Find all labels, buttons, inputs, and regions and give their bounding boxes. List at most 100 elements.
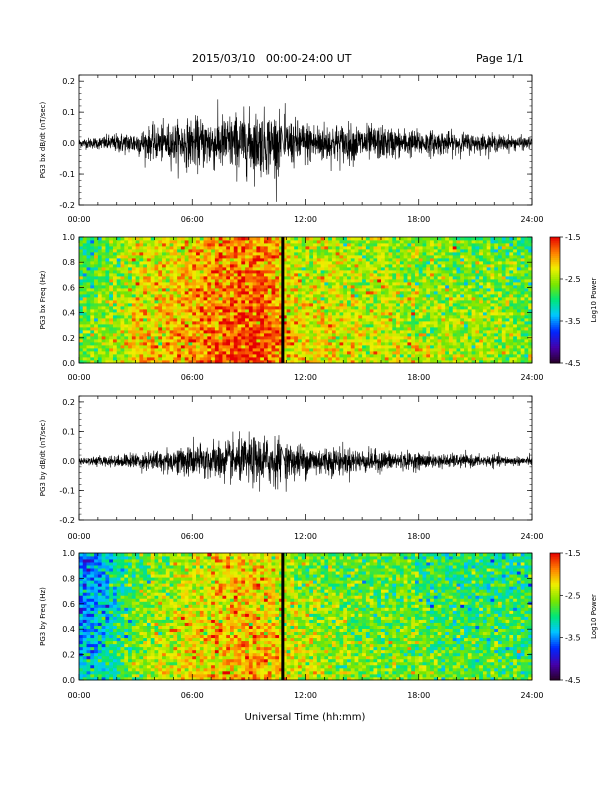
spectrogram-cell xyxy=(509,345,514,349)
spectrogram-cell xyxy=(222,354,227,358)
spectrogram-cell xyxy=(101,276,106,280)
spectrogram-cell xyxy=(241,297,246,301)
spectrogram-cell xyxy=(335,297,340,301)
spectrogram-cell xyxy=(365,297,371,301)
spectrogram-cell xyxy=(109,309,114,313)
spectrogram-cell xyxy=(192,264,197,268)
spectrogram-cell xyxy=(252,273,257,277)
spectrogram-cell xyxy=(143,288,148,292)
spectrogram-cell xyxy=(94,360,99,364)
spectrogram-cell xyxy=(467,318,472,322)
spectrogram-cell xyxy=(365,348,371,352)
spectrogram-cell xyxy=(90,312,95,316)
spectrogram-cell xyxy=(501,261,506,265)
spectrogram-cell xyxy=(116,288,121,292)
spectrogram-cell xyxy=(513,321,518,325)
spectrogram-cell xyxy=(196,288,201,292)
spectrogram-cell xyxy=(426,327,431,331)
spectrogram-cell xyxy=(309,240,314,244)
spectrogram-cell xyxy=(112,348,118,352)
spectrogram-cell xyxy=(230,264,235,268)
spectrogram-cell xyxy=(105,303,110,307)
spectrogram-cell xyxy=(177,246,182,250)
spectrogram-cell xyxy=(494,264,499,268)
spectrogram-cell xyxy=(252,243,257,247)
spectrogram-cell xyxy=(513,255,518,259)
spectrogram-cell xyxy=(116,336,121,340)
spectrogram-cell xyxy=(309,312,314,316)
spectrogram-cell xyxy=(79,282,84,286)
spectrogram-cell xyxy=(407,243,412,247)
spectrogram-cell xyxy=(403,273,408,277)
spectrogram-cell xyxy=(407,267,412,271)
spectrogram-cell xyxy=(316,252,321,256)
spectrogram-cell xyxy=(365,243,371,247)
spectrogram-cell xyxy=(112,333,118,337)
spectrogram-cell xyxy=(445,339,450,343)
spectrogram-cell xyxy=(482,279,488,283)
spectrogram-cell xyxy=(154,258,159,262)
spectrogram-cell xyxy=(392,306,397,310)
spectrogram-cell xyxy=(230,240,235,244)
spectrogram-cell xyxy=(501,351,506,355)
spectrogram-cell xyxy=(388,333,393,337)
spectrogram-cell xyxy=(263,324,269,328)
spectrogram-cell xyxy=(475,312,480,316)
spectrogram-cell xyxy=(482,342,488,346)
spectrogram-cell xyxy=(445,240,450,244)
spectrogram-cell xyxy=(350,300,355,304)
spectrogram-cell xyxy=(199,360,204,364)
spectrogram-cell xyxy=(131,360,137,364)
spectrogram-cell xyxy=(467,315,472,319)
spectrogram-cell xyxy=(343,357,348,361)
spectrogram-cell xyxy=(460,324,465,328)
spectrogram-cell xyxy=(143,315,148,319)
spectrogram-cell xyxy=(324,309,329,313)
spectrogram-cell xyxy=(279,300,284,304)
spectrogram-cell xyxy=(245,357,250,361)
spectrogram-cell xyxy=(112,309,118,313)
spectrogram-cell xyxy=(192,330,197,334)
spectrogram-cell xyxy=(279,312,284,316)
spectrogram-cell xyxy=(422,276,427,280)
spectrogram-cell xyxy=(154,261,159,265)
spectrogram-cell xyxy=(498,267,503,271)
spectrogram-cell xyxy=(426,357,431,361)
spectrogram-cell xyxy=(233,333,238,337)
spectrogram-cell xyxy=(146,324,152,328)
spectrogram-cell xyxy=(203,306,208,310)
spectrogram-cell xyxy=(513,342,518,346)
spectrogram-cell xyxy=(290,291,295,295)
spectrogram-cell xyxy=(316,258,321,262)
spectrogram-cell xyxy=(120,255,125,259)
spectrogram-cell xyxy=(173,273,178,277)
spectrogram-cell xyxy=(279,360,284,364)
spectrogram-cell xyxy=(260,360,265,364)
spectrogram-cell xyxy=(256,354,261,358)
spectrogram-cell xyxy=(414,351,420,355)
spectrogram-cell xyxy=(313,309,318,313)
spectrogram-cell xyxy=(347,351,352,355)
spectrogram-cell xyxy=(381,345,386,349)
spectrogram-cell xyxy=(313,324,318,328)
spectrogram-cell xyxy=(339,291,344,295)
spectrogram-cell xyxy=(222,279,227,283)
spectrogram-cell xyxy=(192,267,197,271)
spectrogram-cell xyxy=(180,240,186,244)
spectrogram-cell xyxy=(97,270,103,274)
spectrogram-cell xyxy=(343,252,348,256)
spectrogram-cell xyxy=(165,345,170,349)
spectrogram-cell xyxy=(279,267,284,271)
spectrogram-cell xyxy=(199,282,204,286)
spectrogram-cell xyxy=(305,315,310,319)
spectrogram-cell xyxy=(362,303,367,307)
spectrogram-cell xyxy=(294,342,299,346)
spectrogram-cell xyxy=(396,336,401,340)
spectrogram-cell xyxy=(211,246,216,250)
spectrogram-cell xyxy=(207,252,212,256)
spectrogram-cell xyxy=(158,258,163,262)
spectrogram-cell xyxy=(154,321,159,325)
spectrogram-cell xyxy=(211,357,216,361)
spectrogram-cell xyxy=(331,357,337,361)
spectrogram-cell xyxy=(248,267,254,271)
